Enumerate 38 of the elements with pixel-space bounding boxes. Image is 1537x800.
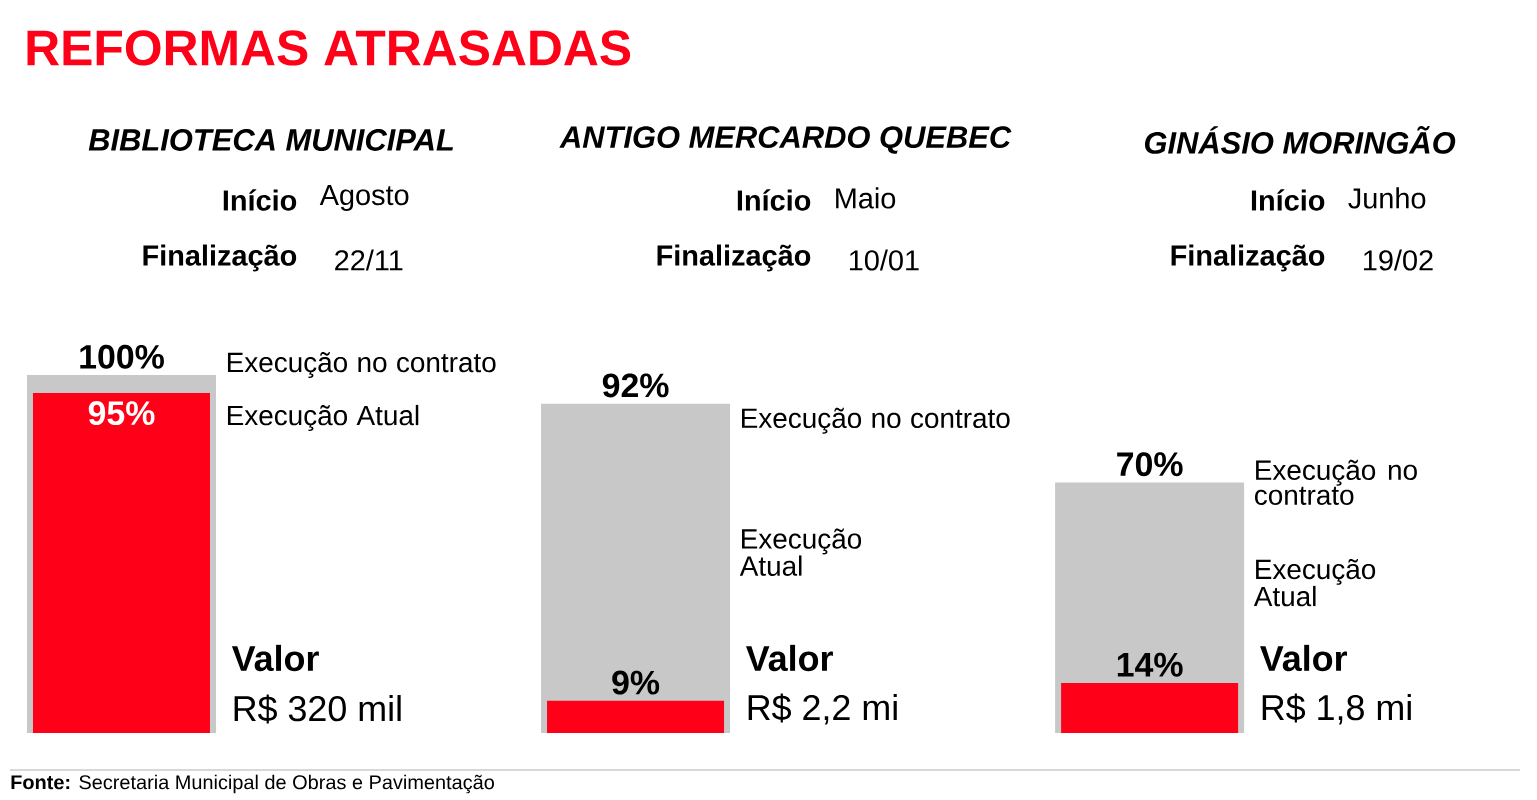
data-label: 14% [1117,652,1183,677]
text: Execução no contrato [742,407,1010,434]
text: 19/02 [1364,249,1433,271]
series-label: Execução no contrato [1255,459,1417,505]
annotation: Valor [1260,644,1347,672]
data-label: 9% [612,670,660,695]
text: 22/11 [335,249,403,271]
text: Execução Atual [739,528,862,576]
annotation: Valor [231,644,319,672]
text: Junho [1348,187,1426,209]
annotation: R$ 320 mil [234,694,401,724]
text: Início [737,189,811,211]
x-tick-label: BIBLIOTECA MUNICIPAL [88,129,453,151]
text: Execução Atual [1253,558,1376,607]
bar [547,700,725,733]
text: Fonte: Secretaria Municipal de Obras e Pavimentação [11,774,494,794]
x-tick-label: GINÁSIO MORINGÃO [1144,126,1456,154]
chart-title: REFORMAS ATRASADAS [27,30,631,66]
annotation: R$ 2,2 mi [748,693,897,725]
series-label: Execução Atual [227,404,419,432]
data-label: 95% [88,401,155,426]
text: Finalização [657,244,811,272]
bar [541,403,731,733]
text: Agosto [319,185,409,211]
x-tick-label: ANTIGO MERCARDO QUEBEC [559,126,1012,154]
text: Início [1251,189,1325,211]
data-label: 70% [1117,452,1183,477]
text: Finalização [143,244,297,272]
text: Maio [836,187,896,209]
data-label: 92% [602,373,669,398]
text: 10/01 [849,249,919,271]
text: Execução no contrato [227,352,496,378]
data-label: 100% [80,344,164,369]
annotation: Valor [746,644,833,672]
annotation: R$ 1,8 mi [1262,693,1411,725]
text: Finalização [1171,244,1325,272]
bar [1061,682,1239,733]
text: Início [223,189,297,211]
